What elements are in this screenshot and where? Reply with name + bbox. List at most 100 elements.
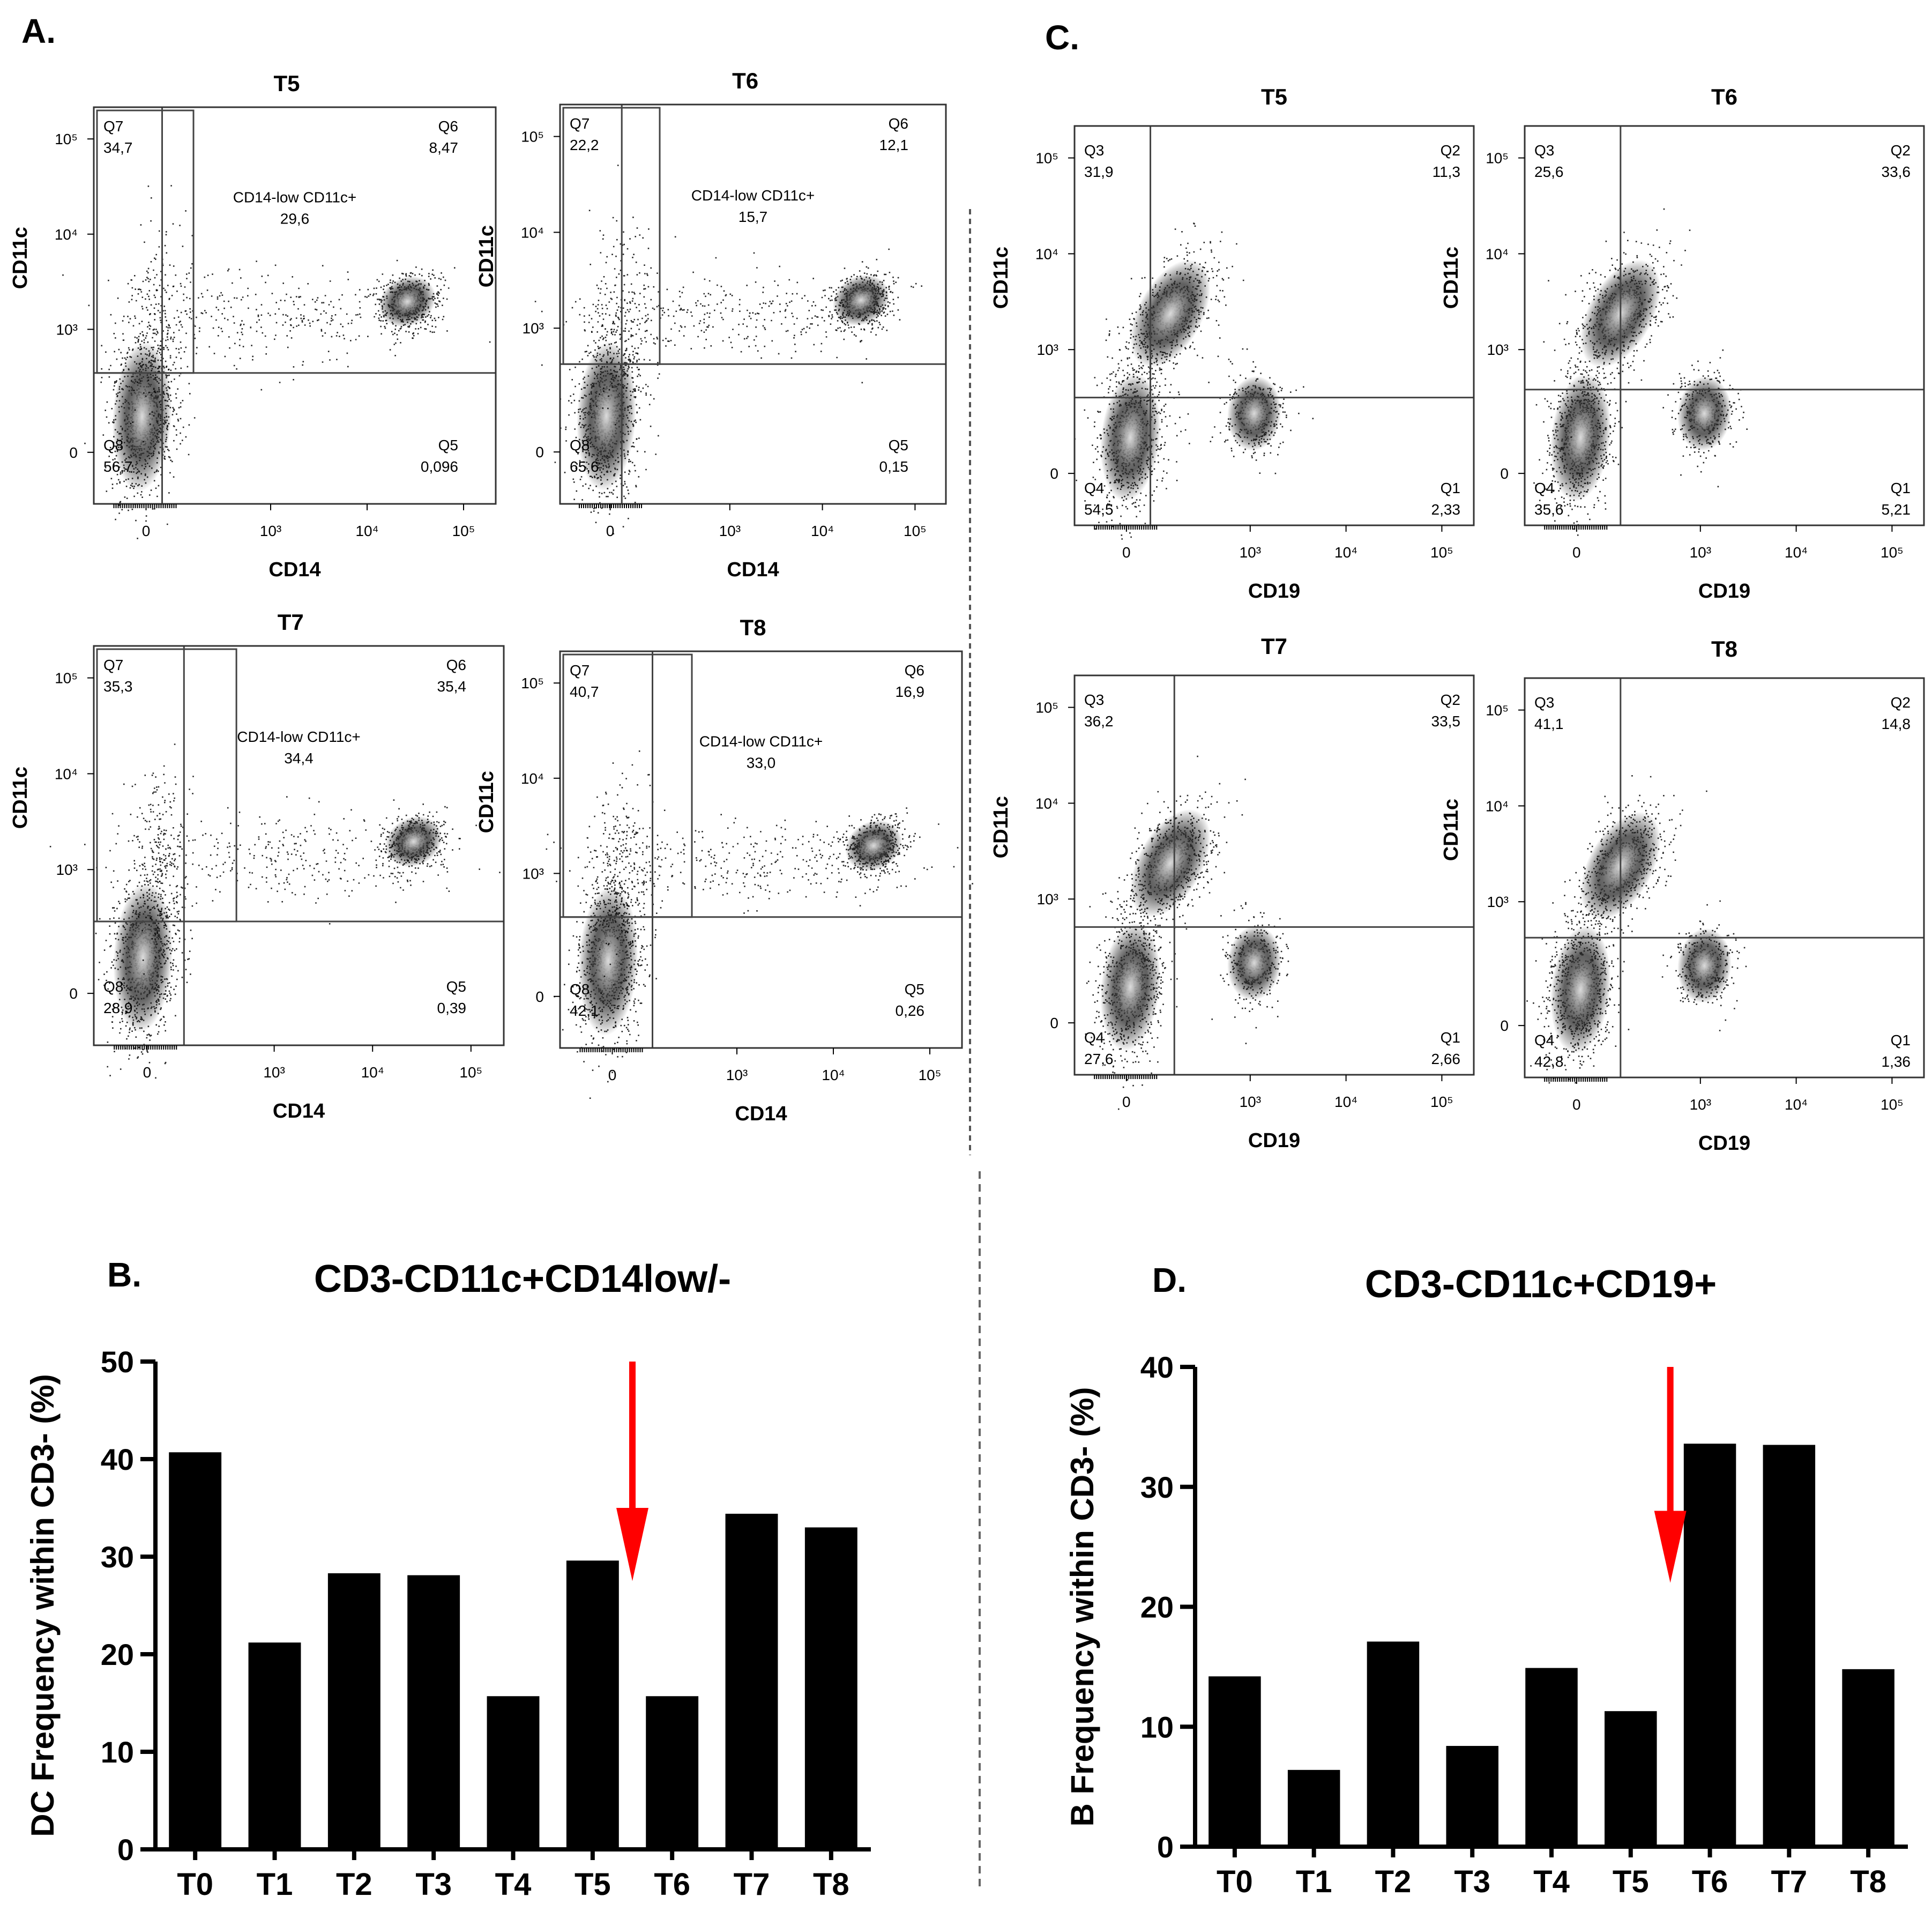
x-tick-label: 10⁵ bbox=[1881, 1096, 1904, 1113]
q5-value: 0,15 bbox=[879, 458, 909, 475]
plot-frame bbox=[1073, 674, 1475, 1076]
x-tick-label: T6 bbox=[1692, 1864, 1728, 1899]
x-tick-label: T7 bbox=[734, 1867, 770, 1902]
x-tick-label: T7 bbox=[1771, 1864, 1807, 1899]
chart-title: CD3-CD11c+CD14low/- bbox=[314, 1258, 731, 1300]
plot-title: T5 bbox=[273, 71, 300, 96]
y-tick-label: 0 bbox=[1050, 1015, 1058, 1031]
x-tick-label: T3 bbox=[1454, 1864, 1490, 1899]
y-tick-label: 0 bbox=[1050, 465, 1058, 482]
q8-value: 56,7 bbox=[103, 458, 133, 475]
x-tick-label: 10⁵ bbox=[919, 1067, 942, 1083]
y-tick-label: 10⁴ bbox=[55, 765, 78, 782]
gate-value: 15,7 bbox=[739, 209, 768, 225]
y-axis-label: CD11c bbox=[990, 796, 1012, 858]
plot-frame bbox=[1524, 125, 1925, 526]
q1-value: 1,36 bbox=[1882, 1053, 1911, 1070]
bar-t6 bbox=[1683, 1444, 1736, 1847]
q4-label: Q4 bbox=[1534, 480, 1554, 496]
y-tick-label: 10⁵ bbox=[55, 670, 78, 687]
bar-t6 bbox=[646, 1696, 699, 1849]
event-cluster-core bbox=[1692, 948, 1717, 983]
y-tick-label: 40 bbox=[1140, 1350, 1174, 1384]
q8-value: 28,9 bbox=[103, 1000, 133, 1016]
y-tick-label: 10 bbox=[1140, 1710, 1174, 1744]
x-tick-label: 10³ bbox=[726, 1067, 748, 1083]
y-tick-label: 10⁴ bbox=[55, 226, 78, 243]
x-axis-label: CD19 bbox=[1248, 1129, 1300, 1152]
x-tick-label: T1 bbox=[1296, 1864, 1332, 1899]
flow-plot-c-t7: T7 Q3 36,2 Q2 33,5 Q4 27,6 Q1 2,66 0 10³ 10⁴ 10⁵ 0 10³… bbox=[990, 634, 1475, 1152]
q4-label: Q4 bbox=[1084, 480, 1104, 496]
q4-label: Q4 bbox=[1534, 1032, 1554, 1049]
q3-label: Q3 bbox=[1534, 694, 1554, 711]
q8-label: Q8 bbox=[570, 437, 590, 453]
x-tick-label: 0 bbox=[606, 523, 615, 539]
y-tick-label: 0 bbox=[117, 1833, 134, 1867]
q3-value: 36,2 bbox=[1084, 713, 1114, 730]
event-dots bbox=[581, 750, 679, 994]
x-tick-label: T3 bbox=[415, 1867, 452, 1902]
event-cluster-core bbox=[1117, 958, 1144, 1016]
x-tick-label: T4 bbox=[1533, 1864, 1570, 1899]
bar-chart-b: CD3-CD11c+CD14low/- 0 10 20 30 40 50 T0 T1 T2 T3 T4… bbox=[25, 1258, 871, 1902]
x-tick-label: 0 bbox=[142, 523, 151, 539]
cd14-low-gate bbox=[96, 109, 195, 374]
q6-label: Q6 bbox=[438, 118, 458, 135]
cd14-low-gate bbox=[562, 107, 661, 365]
event-dots bbox=[84, 279, 196, 539]
q5-label: Q5 bbox=[889, 437, 908, 453]
x-tick-label: 10⁵ bbox=[459, 1064, 482, 1081]
event-cluster-core bbox=[1567, 408, 1594, 466]
y-tick-label: 40 bbox=[101, 1442, 134, 1476]
plot-title: T8 bbox=[740, 615, 766, 640]
q2-label: Q2 bbox=[1891, 142, 1911, 159]
x-tick-label: 10⁴ bbox=[822, 1067, 845, 1083]
y-tick-label: 10⁴ bbox=[521, 224, 544, 241]
bar-t7 bbox=[1763, 1445, 1816, 1847]
q8-label: Q8 bbox=[570, 981, 590, 998]
event-cluster-core bbox=[1152, 289, 1189, 338]
y-axis-label: B Frequency within CD3- (%) bbox=[1064, 1387, 1100, 1826]
q7-value: 34,7 bbox=[103, 139, 133, 156]
y-tick-label: 10⁵ bbox=[521, 129, 544, 145]
q7-value: 35,3 bbox=[103, 678, 133, 695]
x-tick-label: 10³ bbox=[263, 1064, 285, 1081]
q2-label: Q2 bbox=[1441, 142, 1460, 159]
plot-title: T5 bbox=[1261, 84, 1287, 109]
q4-value: 54,5 bbox=[1084, 501, 1114, 518]
x-tick-label: 10⁵ bbox=[1430, 544, 1453, 561]
bar-t7 bbox=[725, 1513, 778, 1849]
q7-value: 40,7 bbox=[570, 683, 599, 700]
q6-value: 16,9 bbox=[896, 683, 925, 700]
bar-t8 bbox=[1842, 1669, 1894, 1847]
plot-frame bbox=[1524, 677, 1925, 1079]
plot-title: T6 bbox=[732, 68, 758, 93]
bar-t3 bbox=[407, 1575, 460, 1849]
q4-value: 27,6 bbox=[1084, 1051, 1114, 1067]
y-tick-label: 0 bbox=[1500, 465, 1509, 482]
x-tick-label: T0 bbox=[177, 1867, 213, 1902]
x-tick-label: 0 bbox=[1572, 1096, 1581, 1113]
y-tick-label: 10⁵ bbox=[521, 675, 544, 691]
x-tick-label: 0 bbox=[143, 1064, 152, 1081]
x-tick-label: 10⁵ bbox=[904, 523, 927, 539]
y-tick-label: 20 bbox=[101, 1638, 134, 1671]
q4-label: Q4 bbox=[1084, 1029, 1104, 1046]
q6-value: 12,1 bbox=[879, 137, 909, 153]
q3-label: Q3 bbox=[1084, 691, 1104, 708]
q3-label: Q3 bbox=[1534, 142, 1554, 159]
y-tick-label: 10³ bbox=[523, 865, 544, 882]
gate-value: 33,0 bbox=[747, 755, 776, 771]
y-axis-label: CD11c bbox=[9, 227, 32, 289]
y-axis-label: CD11c bbox=[475, 225, 498, 287]
panel-d-letter: D. bbox=[1152, 1261, 1187, 1299]
event-dots bbox=[1208, 348, 1314, 474]
gate-value: 34,4 bbox=[284, 750, 314, 767]
x-tick-label: 10⁴ bbox=[1785, 1096, 1808, 1113]
x-tick-label: T0 bbox=[1217, 1864, 1253, 1899]
y-tick-label: 0 bbox=[1157, 1830, 1174, 1864]
q5-value: 0,39 bbox=[437, 1000, 467, 1016]
flow-plot-a-t7: T7 Q7 35,3 Q6 35,4 CD14-low CD11c+ 34,4 Q8 28,9 Q… bbox=[9, 609, 505, 1122]
